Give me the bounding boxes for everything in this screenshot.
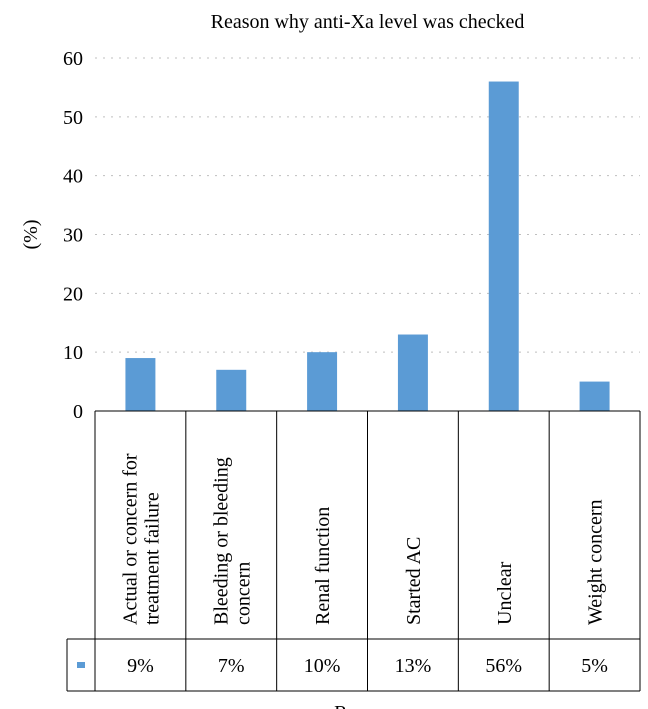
y-tick-label: 30	[63, 225, 83, 247]
y-tick-label: 20	[63, 283, 83, 305]
bar	[398, 335, 428, 411]
value-label: 5%	[581, 655, 608, 677]
legend-marker	[77, 662, 85, 668]
bar-chart-container: Reason why anti-Xa level was checked 0 10 2…	[0, 0, 648, 709]
value-label: 10%	[304, 655, 341, 677]
category-label: Started AC	[403, 537, 425, 625]
bar	[307, 352, 337, 411]
value-label: 56%	[485, 655, 522, 677]
value-label: 9%	[127, 655, 154, 677]
category-label: Actual or concern for	[119, 453, 141, 625]
y-tick-label: 40	[63, 166, 83, 188]
x-axis-label: Reasons	[334, 702, 401, 709]
category-label: Weight concern	[585, 499, 607, 625]
category-label: Unclear	[494, 561, 516, 625]
category-label: Bleeding or bleeding	[210, 457, 232, 625]
y-tick-label: 0	[73, 401, 83, 423]
bar	[125, 358, 155, 411]
category-label: Renal function	[312, 507, 334, 625]
category-label: treatment failure	[141, 492, 163, 625]
chart-title: Reason why anti-Xa level was checked	[211, 11, 525, 33]
y-tick-label: 10	[63, 342, 83, 364]
value-label: 13%	[395, 655, 432, 677]
y-tick-label: 50	[63, 107, 83, 129]
y-axis-label: (%)	[20, 220, 42, 250]
category-label: concern	[232, 562, 254, 625]
bar	[216, 370, 246, 411]
bar	[580, 382, 610, 411]
bar	[489, 82, 519, 411]
value-label: 7%	[218, 655, 245, 677]
y-tick-label: 60	[63, 48, 83, 70]
bar-chart-svg: Reason why anti-Xa level was checked 0 10 2…	[0, 0, 648, 709]
